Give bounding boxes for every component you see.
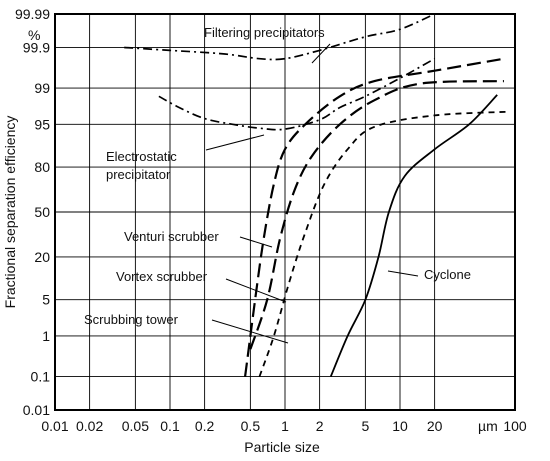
tick-labels: 0.01 0.02 0.05 0.1 0.2 0.5 1 2 5 10 20 100 0.01 0.1 1 5… xyxy=(15,6,527,434)
annotation-electrostatic-line2: precipitator xyxy=(106,167,171,182)
x-unit-label: µm xyxy=(478,418,498,434)
y-tick-label: 95 xyxy=(34,116,50,132)
series-line-cyclone xyxy=(329,94,498,377)
x-tick-label: 0.2 xyxy=(195,418,215,434)
x-tick-label: 0.5 xyxy=(241,418,261,434)
leader-electrostatic xyxy=(205,134,265,151)
x-tick-label: 0.02 xyxy=(76,418,103,434)
annotation-venturi-scrubber: Venturi scrubber xyxy=(124,229,219,244)
annotation-scrubbing-tower: Scrubbing tower xyxy=(84,312,179,327)
y-tick-label: 5 xyxy=(42,292,50,308)
y-tick-label: 1 xyxy=(42,328,50,344)
x-tick-label: 2 xyxy=(316,418,324,434)
x-tick-label: 0.01 xyxy=(41,418,68,434)
x-tick-label: 0.1 xyxy=(160,418,180,434)
y-tick-label: 50 xyxy=(34,204,50,220)
leader-venturi xyxy=(239,236,273,248)
series-line-vortex-scrubber xyxy=(249,80,504,350)
y-tick-label: 0.01 xyxy=(23,402,50,418)
x-tick-label: 100 xyxy=(503,418,527,434)
y-tick-label: 20 xyxy=(34,249,50,265)
grid-lines xyxy=(55,14,515,410)
series-line-venturi-scrubber xyxy=(244,57,505,377)
leader-cyclone xyxy=(387,270,419,277)
leader-tower xyxy=(211,319,289,344)
annotation-cyclone: Cyclone xyxy=(424,267,471,282)
annotation-electrostatic-line1: Electrostatic xyxy=(106,149,177,164)
leader-filtering xyxy=(311,43,331,64)
y-tick-label: 99.9 xyxy=(23,39,50,55)
series-line-filtering-precipitators xyxy=(124,13,435,61)
x-tick-label: 10 xyxy=(392,418,408,434)
x-tick-label: 20 xyxy=(427,418,443,434)
annotation-filtering-precipitators: Filtering precipitators xyxy=(204,25,325,40)
annotations: % µm Filtering precipitators Electrostat… xyxy=(28,25,498,434)
y-tick-label: 99.99 xyxy=(15,6,50,22)
series-line-electrostatic-precipitator xyxy=(158,57,436,131)
leader-vortex xyxy=(225,278,287,303)
y-unit-label: % xyxy=(28,27,40,43)
x-tick-label: 5 xyxy=(361,418,369,434)
series-lines xyxy=(124,13,510,377)
y-axis-label: Fractional separation efficiency xyxy=(2,116,18,309)
y-tick-label: 0.1 xyxy=(31,369,51,385)
annotation-vortex-scrubber: Vortex scrubber xyxy=(116,269,208,284)
x-tick-label: 1 xyxy=(281,418,289,434)
x-axis-label: Particle size xyxy=(244,439,320,455)
x-tick-label: 0.05 xyxy=(122,418,149,434)
plot-frame xyxy=(54,13,516,411)
y-tick-label: 80 xyxy=(34,159,50,175)
series-line-scrubbing-tower xyxy=(258,110,510,377)
y-tick-label: 99 xyxy=(34,80,50,96)
